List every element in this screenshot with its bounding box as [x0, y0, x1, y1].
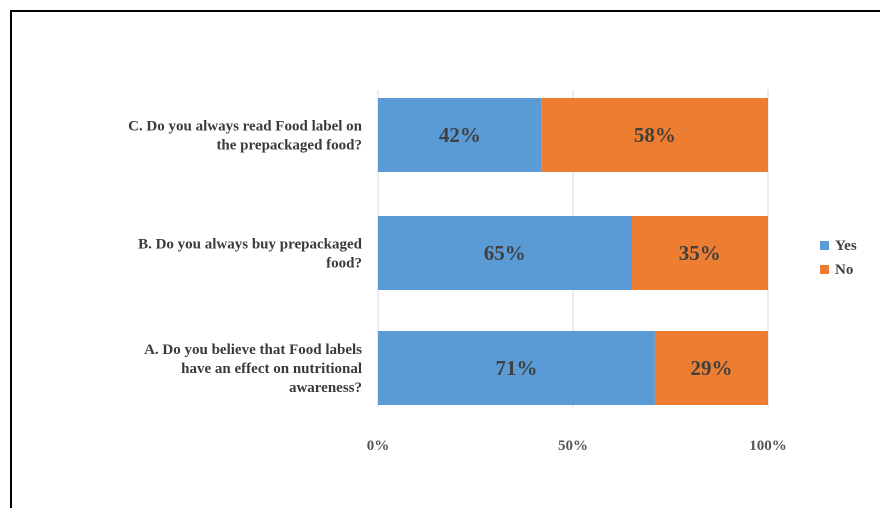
x-tick-label-2: 100% [749, 438, 787, 454]
category-label-line: B. Do you always buy prepackaged [138, 237, 363, 253]
bar-no-0 [541, 98, 768, 172]
data-label-yes-2: 71% [495, 356, 537, 380]
bar-yes-0 [378, 98, 542, 172]
data-label-no-1: 35% [679, 241, 721, 265]
category-label-line: awareness? [289, 380, 362, 396]
x-axis-ticks: 0% 50% 100% [367, 438, 787, 454]
legend-label-no: No [835, 262, 853, 278]
bar-no-1 [631, 216, 768, 290]
bar-yes-1 [378, 216, 632, 290]
bar-no-2 [654, 331, 768, 405]
legend: Yes No [820, 238, 857, 278]
x-tick-label-0: 0% [367, 438, 390, 454]
stacked-bar-chart: 42% 58% 65% 35% 71% 29% C. Do you always read… [128, 90, 857, 454]
category-label-line: have an effect on nutritional [181, 361, 362, 377]
chart-frame: 42% 58% 65% 35% 71% 29% C. Do you always read… [10, 10, 880, 508]
category-labels: C. Do you always read Food label on the p… [128, 119, 363, 397]
data-label-no-2: 29% [690, 356, 732, 380]
data-label-yes-1: 65% [484, 241, 526, 265]
bar-yes-2 [378, 331, 655, 405]
category-label-2: A. Do you believe that Food labels have a… [144, 342, 362, 396]
legend-swatch-no [820, 265, 829, 274]
category-label-line: food? [326, 256, 362, 272]
category-label-0: C. Do you always read Food label on the p… [128, 119, 363, 154]
legend-label-yes: Yes [835, 238, 857, 254]
category-label-line: A. Do you believe that Food labels [144, 342, 362, 358]
bars: 42% 58% 65% 35% 71% 29% [378, 98, 768, 405]
category-label-1: B. Do you always buy prepackaged food? [138, 237, 363, 272]
legend-swatch-yes [820, 241, 829, 250]
category-label-line: C. Do you always read Food label on [128, 119, 363, 135]
category-label-line: the prepackaged food? [216, 138, 362, 154]
data-label-no-0: 58% [634, 123, 676, 147]
data-label-yes-0: 42% [439, 123, 481, 147]
x-tick-label-1: 50% [558, 438, 588, 454]
